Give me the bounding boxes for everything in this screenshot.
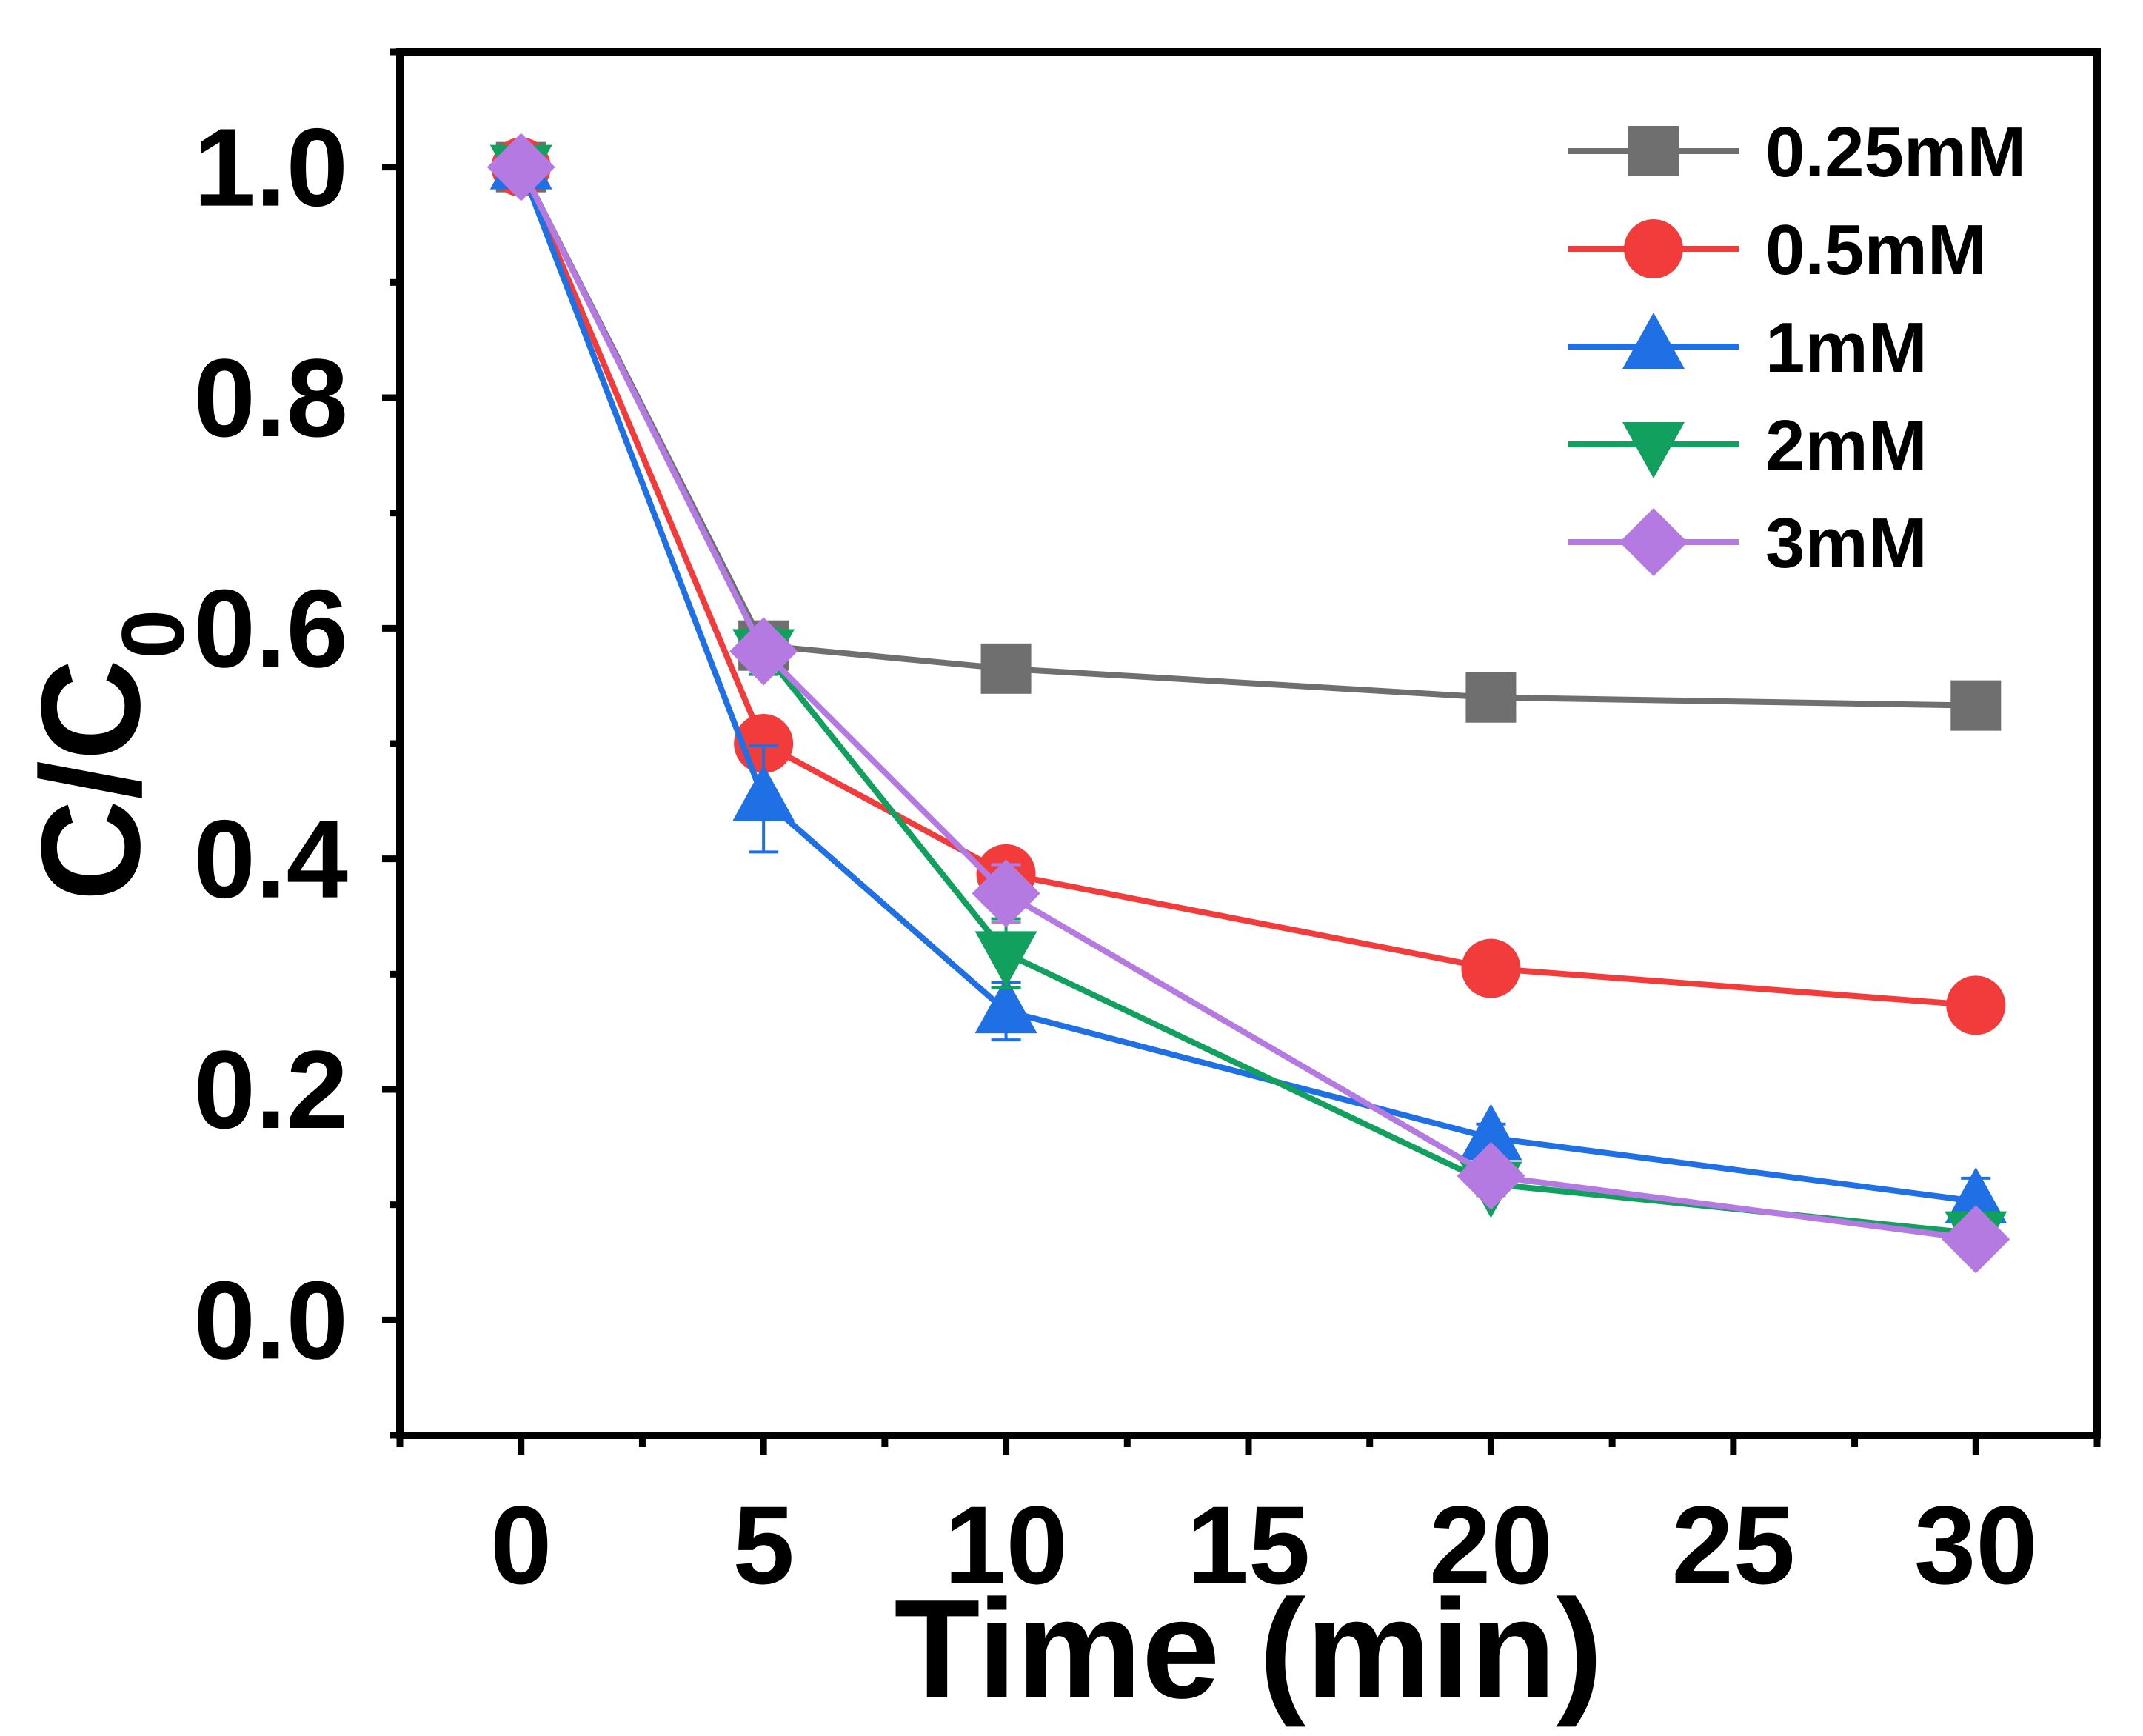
data-point [1461,938,1521,998]
legend-marker [1622,422,1685,478]
legend: 0.25mM 0.5mM 1mM 2mM 3mM [1568,113,2026,583]
y-tick-label: 0.6 [193,566,348,690]
data-point [974,931,1037,988]
y-axis-title-main: C/C [13,659,170,901]
y-tick-label: 0.0 [193,1258,348,1382]
x-tick-label: 30 [1914,1483,2038,1607]
legend-item: 0.5mM [1568,210,1987,290]
series-3mM [487,133,2010,1274]
data-point [1946,975,2006,1035]
legend-label: 0.5mM [1765,210,1987,290]
data-point [1457,1141,1525,1210]
x-tick-label: 25 [1671,1483,1795,1607]
y-axis-title-subscript: 0 [104,610,203,659]
data-point [729,617,798,686]
data-point [980,643,1032,694]
legend-marker [1622,313,1685,369]
data-point [972,859,1040,928]
y-tick-label: 0.8 [193,335,348,460]
legend-marker [1628,126,1679,176]
tick-labels: 0.0 0.2 0.4 0.6 0.8 1.0 0 5 10 15 20 25 30 Time (min)… [13,105,2038,1728]
x-tick-label: 20 [1429,1483,1553,1607]
data-point [732,764,795,821]
legend-marker [1619,508,1688,576]
y-tick-label: 1.0 [193,105,348,230]
data-point [487,133,555,201]
x-tick-label: 0 [490,1483,552,1607]
data-point [1950,680,2002,731]
y-tick-label: 0.2 [193,1027,348,1152]
legend-item: 3mM [1568,504,1928,583]
x-axis-title: Time (min) [894,1571,1602,1728]
x-tick-label: 10 [944,1483,1068,1607]
data-point [974,977,1037,1034]
data-point [1465,672,1517,723]
legend-item: 2mM [1568,406,1928,485]
legend-label: 0.25mM [1765,113,2026,192]
legend-label: 2mM [1765,406,1928,485]
y-tick-label: 0.4 [193,797,348,921]
series-1mM [489,133,2007,1226]
axes [382,48,2101,1455]
y-axis-title: C/C0 [13,610,203,901]
legend-item: 1mM [1568,308,1928,387]
x-tick-label: 5 [732,1483,794,1607]
plot-area [487,133,2010,1274]
legend-marker [1624,219,1683,278]
legend-label: 3mM [1765,504,1928,583]
data-point [1942,1205,2010,1274]
x-tick-label: 15 [1187,1483,1311,1607]
series-line [518,166,1976,1009]
data-point [1460,1104,1522,1161]
data-point [1945,1166,2007,1223]
legend-item: 0.25mM [1568,113,2026,192]
legend-label: 1mM [1765,308,1928,387]
